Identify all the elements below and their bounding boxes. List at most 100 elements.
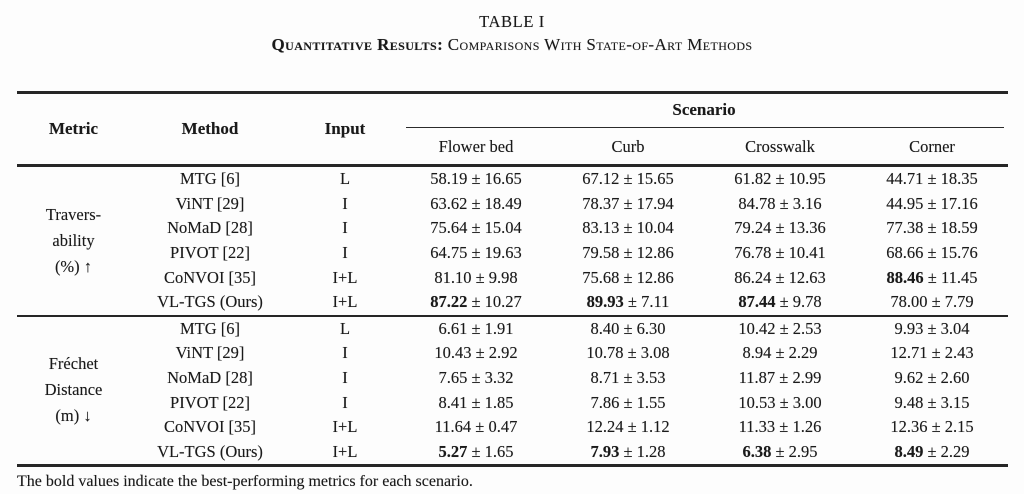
scenario-col-header: Crosswalk <box>745 137 815 156</box>
value-mean: 58.19 <box>430 169 468 189</box>
method-cell: ViNT [29] <box>175 193 245 213</box>
value-mean: 11.33 <box>738 417 776 437</box>
input-cell: I+L <box>332 267 358 287</box>
value-cell: 75.68 ± 12.86 <box>582 267 674 287</box>
metric-label: Travers-ability (%) ↑ <box>17 166 130 316</box>
value-mean: 76.78 <box>734 243 772 263</box>
table-row: VL-TGS (Ours) I+L 87.22 ± 10.27 89.93 ± 7.1… <box>17 290 1008 316</box>
value-mean: 78.37 <box>582 193 620 213</box>
table-row: ViNT [29] I 10.43 ± 2.92 10.78 ± 3.08 8.94 ±… <box>17 341 1008 366</box>
col-header-metric: Metric <box>48 119 99 138</box>
table-row: VL-TGS (Ours) I+L 5.27 ± 1.65 7.93 ± 1.28 6.… <box>17 440 1008 466</box>
input-cell: I <box>342 392 348 412</box>
value-cell: 12.71 ± 2.43 <box>890 343 974 363</box>
value-cell: 8.41 ± 1.85 <box>438 392 514 412</box>
value-cell: 12.24 ± 1.12 <box>586 417 670 437</box>
table-title-rest: Comparisons With State-of-Art Methods <box>443 35 753 54</box>
table-row: NoMaD [28] I 75.64 ± 15.04 83.13 ± 10.04 79.… <box>17 216 1008 241</box>
col-header-scenario-group: Scenario <box>400 93 1008 131</box>
table-footnote: The bold values indicate the best-perfor… <box>17 473 473 491</box>
value-cell: 12.36 ± 2.15 <box>890 417 974 437</box>
table-number: TABLE I <box>479 12 545 31</box>
value-cell: 79.58 ± 12.86 <box>582 243 674 263</box>
input-cell: I <box>342 368 348 388</box>
table-caption: TABLE I Quantitative Results: Comparison… <box>0 12 1024 56</box>
value-cell: 68.66 ± 15.76 <box>886 243 978 263</box>
value-cell: 5.27 ± 1.65 <box>438 441 514 461</box>
value-cell: 83.13 ± 10.04 <box>582 218 674 238</box>
value-cell: 86.24 ± 12.63 <box>734 267 826 287</box>
value-cell: 7.86 ± 1.55 <box>590 392 666 412</box>
value-cell: 11.64 ± 0.47 <box>434 417 518 437</box>
value-mean: 84.78 <box>738 193 776 213</box>
value-mean: 11.64 <box>434 417 472 437</box>
metric-label-line: ability <box>52 230 95 250</box>
value-mean: 88.46 <box>886 267 924 287</box>
table-row: NoMaD [28] I 7.65 ± 3.32 8.71 ± 3.53 11.87 ±… <box>17 366 1008 391</box>
results-table: Metric Method Input Scenario Flower bed C… <box>17 91 1009 468</box>
scenario-col-header: Corner <box>909 137 955 156</box>
method-cell: PIVOT [22] <box>170 243 250 263</box>
input-cell: I+L <box>332 417 358 437</box>
value-cell: 11.33 ± 1.26 <box>738 417 822 437</box>
value-cell: 7.93 ± 1.28 <box>590 441 666 461</box>
value-cell: 88.46 ± 11.45 <box>886 267 978 287</box>
value-mean: 8.94 <box>742 343 772 363</box>
value-mean: 8.49 <box>894 441 924 461</box>
value-mean: 7.93 <box>590 441 620 461</box>
value-mean: 87.44 <box>738 292 776 312</box>
table-row: PIVOT [22] I 8.41 ± 1.85 7.86 ± 1.55 10.53 ±… <box>17 390 1008 415</box>
value-cell: 64.75 ± 19.63 <box>430 243 522 263</box>
value-cell: 8.40 ± 6.30 <box>590 318 666 338</box>
scenario-group-label: Scenario <box>672 100 736 119</box>
value-mean: 87.22 <box>430 292 468 312</box>
value-mean: 12.36 <box>890 417 928 437</box>
value-mean: 6.38 <box>742 441 772 461</box>
value-mean: 86.24 <box>734 267 772 287</box>
value-mean: 75.68 <box>582 267 620 287</box>
metric-group: Travers-ability (%) ↑ MTG [6] L 58.19 ± 16.6… <box>17 166 1008 316</box>
value-cell: 75.64 ± 15.04 <box>430 218 522 238</box>
value-cell: 58.19 ± 16.65 <box>430 169 522 189</box>
input-cell: L <box>339 169 351 189</box>
value-mean: 10.43 <box>434 343 472 363</box>
value-cell: 11.87 ± 2.99 <box>738 368 822 388</box>
input-cell: I <box>342 243 348 263</box>
value-mean: 8.71 <box>590 368 620 388</box>
value-mean: 5.27 <box>438 441 468 461</box>
value-mean: 89.93 <box>586 292 624 312</box>
value-mean: 75.64 <box>430 218 468 238</box>
input-cell: I <box>342 343 348 363</box>
value-cell: 10.42 ± 2.53 <box>738 318 822 338</box>
value-mean: 8.41 <box>438 392 468 412</box>
scenario-col-header: Curb <box>611 137 645 156</box>
table-title: Quantitative Results: Comparisons With S… <box>0 34 1024 56</box>
method-cell: MTG [6] <box>179 169 241 189</box>
value-mean: 12.71 <box>890 343 928 363</box>
scenario-col-header: Flower bed <box>438 137 514 156</box>
value-mean: 7.86 <box>590 392 620 412</box>
value-mean: 44.71 <box>886 169 924 189</box>
value-cell: 63.62 ± 18.49 <box>430 193 522 213</box>
value-cell: 76.78 ± 10.41 <box>734 243 826 263</box>
metric-label: Fréchet Distance (m) ↓ <box>17 316 130 466</box>
value-mean: 10.42 <box>738 318 776 338</box>
table-title-bold: Quantitative Results: <box>271 35 444 54</box>
value-mean: 9.48 <box>894 392 924 412</box>
value-cell: 10.78 ± 3.08 <box>586 343 670 363</box>
value-cell: 10.53 ± 3.00 <box>738 392 822 412</box>
value-mean: 68.66 <box>886 243 924 263</box>
metric-label-line: (m) ↓ <box>55 406 92 426</box>
value-mean: 11.87 <box>738 368 776 388</box>
table-row: PIVOT [22] I 64.75 ± 19.63 79.58 ± 12.86 76.… <box>17 241 1008 266</box>
value-cell: 87.44 ± 9.78 <box>738 292 822 312</box>
table-row: Travers-ability (%) ↑ MTG [6] L 58.19 ± 16.6… <box>17 166 1008 275</box>
value-mean: 44.95 <box>886 193 924 213</box>
table-row: CoNVOI [35] I+L 11.64 ± 0.47 12.24 ± 1.12 11… <box>17 415 1008 440</box>
table-row: CoNVOI [35] I+L 81.10 ± 9.98 75.68 ± 12.86 8… <box>17 265 1008 290</box>
metric-group: Fréchet Distance (m) ↓ MTG [6] L 6.61 ± 1.91 8… <box>17 315 1009 466</box>
value-mean: 77.38 <box>886 218 924 238</box>
value-mean: 6.61 <box>438 318 468 338</box>
input-cell: I <box>342 218 348 238</box>
